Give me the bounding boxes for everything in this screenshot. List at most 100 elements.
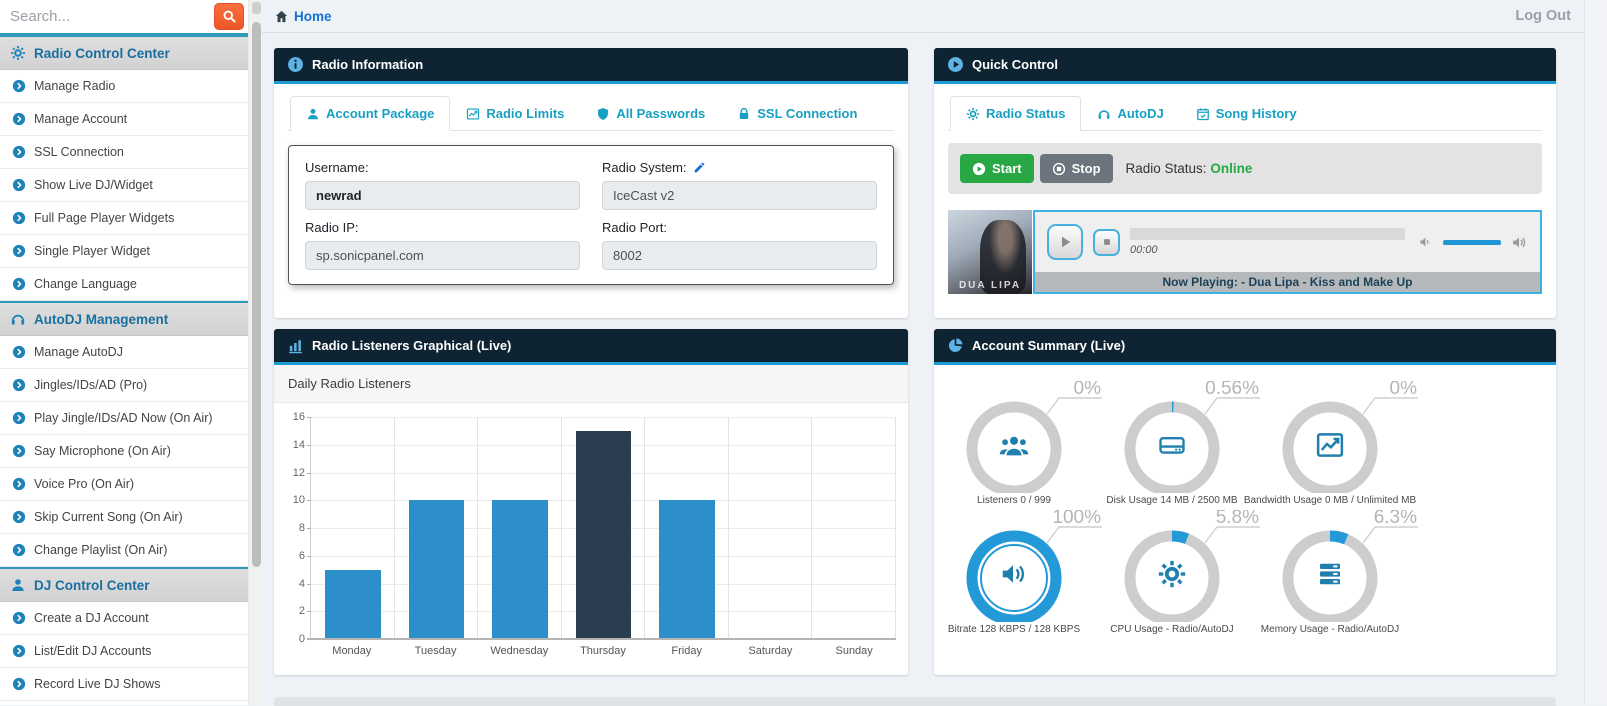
stop-button[interactable]: Stop <box>1040 154 1113 183</box>
sidebar-item-change-playlist-on-air-[interactable]: Change Playlist (On Air) <box>0 534 248 567</box>
gauge-bandwidth-usage-0-mb-unlimit: 0% Bandwidth Usage 0 MB / Unlimited MB <box>1266 381 1424 506</box>
field-username: Username:newrad <box>305 156 580 210</box>
username-input[interactable]: newrad <box>305 181 580 210</box>
arrow-circle-right-icon <box>12 211 26 225</box>
player-time: 00:00 <box>1130 244 1405 256</box>
gauge-label: Disk Usage 14 MB / 2500 MB <box>1084 495 1260 506</box>
quick-control-header: Quick Control <box>934 48 1556 84</box>
scrollbar-arrow[interactable] <box>252 2 261 14</box>
sidebar-item-full-page-player-widgets[interactable]: Full Page Player Widgets <box>0 202 248 235</box>
search-input[interactable] <box>10 8 214 25</box>
y-axis-tick: 10 <box>281 494 305 506</box>
gauge-memory-usage-radio-autodj: 6.3% Memory Usage - Radio/AutoDJ <box>1266 510 1424 635</box>
gauge-bitrate-128-kbps-128-kbps: 100% Bitrate 128 KBPS / 128 KBPS <box>950 510 1108 635</box>
x-axis-label: Thursday <box>561 645 645 657</box>
start-button[interactable]: Start <box>960 154 1034 183</box>
sidebar-item-manage-autodj[interactable]: Manage AutoDJ <box>0 336 248 369</box>
page-scrollbar-area[interactable] <box>1584 0 1607 705</box>
player-play-button[interactable] <box>1047 224 1083 260</box>
sidebar-item-label: Say Microphone (On Air) <box>34 444 171 458</box>
bar-thursday <box>576 431 632 639</box>
user-icon <box>306 107 320 121</box>
sidebar-item-manage-account[interactable]: Manage Account <box>0 103 248 136</box>
sidebar-item-manage-radio[interactable]: Manage Radio <box>0 70 248 103</box>
sidebar-item-jingles-ids-ad-pro-[interactable]: Jingles/IDs/AD (Pro) <box>0 369 248 402</box>
sidebar-item-play-jingle-ids-ad-now-on-air-[interactable]: Play Jingle/IDs/AD Now (On Air) <box>0 402 248 435</box>
sidebar-item-label: Full Page Player Widgets <box>34 211 174 225</box>
listeners-chart-header: Radio Listeners Graphical (Live) <box>274 329 908 365</box>
lock-icon <box>737 107 751 121</box>
tab-radio-limits[interactable]: Radio Limits <box>450 96 580 131</box>
gear-icon <box>10 45 26 61</box>
y-axis-tick: 2 <box>281 605 305 617</box>
sidebar-item-single-player-widget[interactable]: Single Player Widget <box>0 235 248 268</box>
gauge-cpu-usage-radio-autodj: 5.8% CPU Usage - Radio/AutoDJ <box>1108 510 1266 635</box>
sidebar-search <box>0 0 248 35</box>
field-label: Radio IP: <box>305 220 358 235</box>
field-label: Radio System: <box>602 160 687 175</box>
now-playing-bar: Now Playing: - Dua Lipa - Kiss and Make … <box>1035 272 1540 292</box>
tab-all-passwords[interactable]: All Passwords <box>580 96 721 131</box>
sidebar-section-autodj-management[interactable]: AutoDJ Management <box>0 301 248 336</box>
audio-player: DUA LIPA 00:00 <box>948 210 1542 294</box>
tab-autodj[interactable]: AutoDJ <box>1081 96 1179 131</box>
sidebar-item-show-live-dj-widget[interactable]: Show Live DJ/Widget <box>0 169 248 202</box>
sidebar-section-radio-control-center[interactable]: Radio Control Center <box>0 35 248 70</box>
sidebar-item-record-live-dj-shows[interactable]: Record Live DJ Shows <box>0 668 248 701</box>
sidebar-item-label: Manage Account <box>34 112 127 126</box>
field-radio-port: Radio Port:8002 <box>602 216 877 270</box>
arrow-circle-right-icon <box>12 644 26 658</box>
radio-ip-input[interactable]: sp.sonicpanel.com <box>305 241 580 270</box>
sidebar-section-dj-control-center[interactable]: DJ Control Center <box>0 567 248 602</box>
scrollbar-thumb[interactable] <box>252 22 261 567</box>
radio-port-input[interactable]: 8002 <box>602 241 877 270</box>
tab-ssl-connection[interactable]: SSL Connection <box>721 96 873 131</box>
tab-radio-status[interactable]: Radio Status <box>950 96 1081 131</box>
radio-system-input[interactable]: IceCast v2 <box>602 181 877 210</box>
sidebar-scrollbar[interactable] <box>248 0 262 705</box>
topbar: Home Log Out <box>262 0 1607 33</box>
field-radio-ip: Radio IP: sp.sonicpanel.com <box>305 216 580 270</box>
sidebar-item-say-microphone-on-air-[interactable]: Say Microphone (On Air) <box>0 435 248 468</box>
gauge-percent: 6.3% <box>1374 510 1417 528</box>
shield-icon <box>596 107 610 121</box>
breadcrumb-home[interactable]: Home <box>274 9 332 24</box>
y-axis-tick: 12 <box>281 467 305 479</box>
search-icon <box>222 9 237 24</box>
logout-button[interactable]: Log Out <box>1515 8 1571 24</box>
tab-song-history[interactable]: Song History <box>1180 96 1313 131</box>
sidebar-item-list-edit-dj-accounts[interactable]: List/Edit DJ Accounts <box>0 635 248 668</box>
user-icon <box>10 577 26 593</box>
player-stop-button[interactable] <box>1093 229 1120 256</box>
hdd-icon <box>1157 430 1187 460</box>
gauge-percent: 0% <box>1390 381 1418 399</box>
sidebar-item-skip-current-song-on-air-[interactable]: Skip Current Song (On Air) <box>0 501 248 534</box>
volume-slider[interactable] <box>1443 240 1501 245</box>
home-icon <box>274 9 289 24</box>
sidebar-item-label: Manage AutoDJ <box>34 345 123 359</box>
volume-up-icon[interactable] <box>1511 234 1528 251</box>
search-button[interactable] <box>214 3 244 30</box>
x-axis-label: Monday <box>310 645 394 657</box>
sidebar-item-voice-pro-on-air-[interactable]: Voice Pro (On Air) <box>0 468 248 501</box>
sidebar-item-change-language[interactable]: Change Language <box>0 268 248 301</box>
pie-chart-icon <box>947 337 964 354</box>
seek-bar[interactable] <box>1130 228 1405 240</box>
arrow-circle-right-icon <box>12 510 26 524</box>
volume-down-icon[interactable] <box>1417 234 1433 250</box>
gauge-label: Memory Usage - Radio/AutoDJ <box>1242 624 1418 635</box>
tab-account-package[interactable]: Account Package <box>290 96 450 131</box>
arrow-circle-right-icon <box>12 677 26 691</box>
sidebar-item-create-a-dj-account[interactable]: Create a DJ Account <box>0 602 248 635</box>
y-axis-tick: 0 <box>281 633 305 645</box>
sidebar-item-ssl-connection[interactable]: SSL Connection <box>0 136 248 169</box>
account-summary-panel: Account Summary (Live) 0% Listeners 0 / … <box>934 329 1556 675</box>
pencil-icon[interactable] <box>693 161 706 174</box>
album-art: DUA LIPA <box>948 210 1032 294</box>
tab-label: SSL Connection <box>757 106 857 121</box>
tab-label: Radio Limits <box>486 106 564 121</box>
tab-label: Radio Status <box>986 106 1065 121</box>
